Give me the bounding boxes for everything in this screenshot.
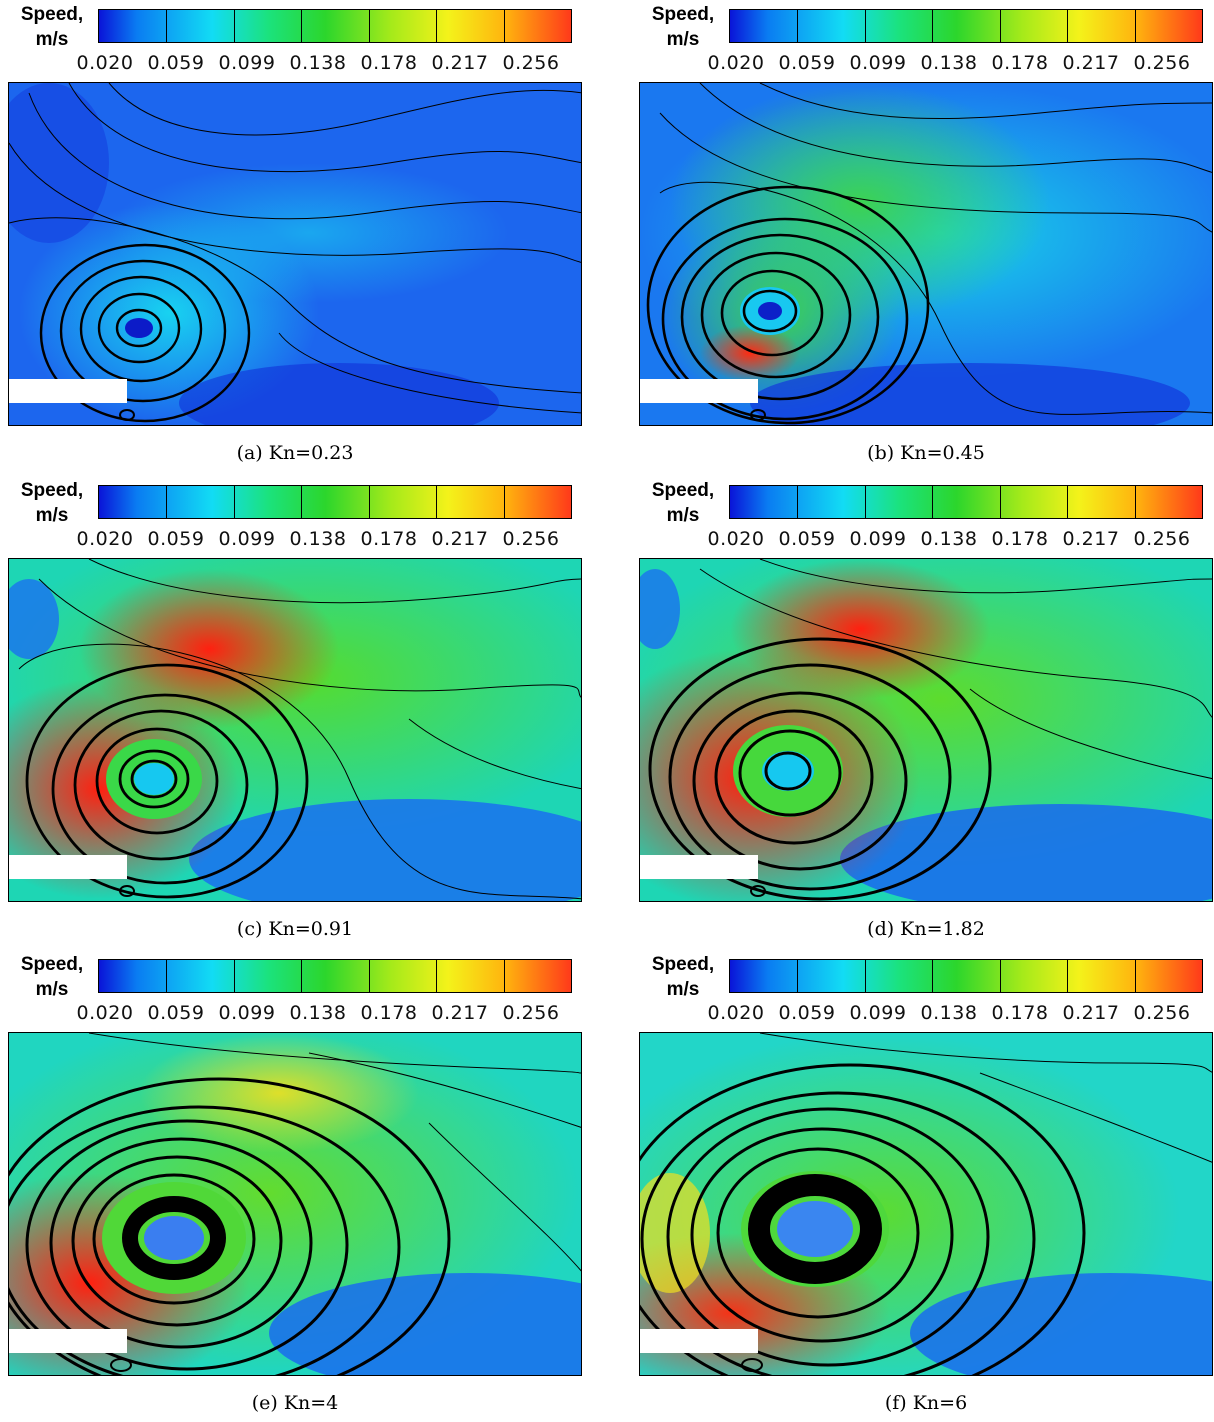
panel-caption: (c) Kn=0.91	[236, 918, 354, 940]
speed-field-plot	[639, 1032, 1213, 1376]
speed-field-plot	[8, 1032, 582, 1376]
colorbar-ticks: 0.020 0.059 0.099 0.138 0.178 0.217 0.25…	[70, 1002, 570, 1028]
colorbar-tick: 0.099	[218, 1002, 276, 1024]
colorbar-tick: 0.099	[849, 528, 907, 550]
colorbar-tick: 0.059	[778, 52, 836, 74]
panel-caption: (f) Kn=6	[884, 1392, 968, 1414]
colorbar-tick: 0.217	[431, 1002, 489, 1024]
panel-caption: (a) Kn=0.23	[236, 442, 354, 464]
colorbar-tick: 0.059	[147, 52, 205, 74]
colorbar-ticks: 0.020 0.059 0.099 0.138 0.178 0.217 0.25…	[701, 52, 1201, 78]
colorbar-tick: 0.138	[289, 1002, 347, 1024]
colorbar-tick: 0.020	[707, 1002, 765, 1024]
colorbar-tick: 0.138	[289, 528, 347, 550]
colorbar-tick: 0.059	[147, 1002, 205, 1024]
colorbar-tick: 0.178	[360, 52, 418, 74]
colorbar-tick: 0.138	[289, 52, 347, 74]
colorbar	[729, 485, 1203, 519]
colorbar-title: Speed, m/s	[651, 480, 715, 526]
colorbar-tick: 0.217	[1062, 1002, 1120, 1024]
colorbar-ticks: 0.020 0.059 0.099 0.138 0.178 0.217 0.25…	[70, 528, 570, 554]
colorbar-title: Speed, m/s	[651, 4, 715, 50]
colorbar-tick: 0.256	[1133, 528, 1191, 550]
colorbar-tick: 0.059	[147, 528, 205, 550]
colorbar-tick: 0.178	[991, 52, 1049, 74]
colorbar-title: Speed, m/s	[20, 954, 84, 1000]
colorbar	[729, 9, 1203, 43]
panel-e: Speed, m/s 0.020 0.059 0.099 0.138 0.178…	[8, 952, 608, 1422]
colorbar-tick: 0.020	[76, 1002, 134, 1024]
panel-a: Speed, m/s 0.020 0.059 0.099 0.138 0.178…	[8, 2, 608, 472]
colorbar	[729, 959, 1203, 993]
colorbar-tick: 0.138	[920, 1002, 978, 1024]
panel-d: Speed, m/s 0.020 0.059 0.099 0.138 0.178…	[639, 478, 1214, 948]
colorbar-tick: 0.020	[707, 52, 765, 74]
colorbar-tick: 0.256	[502, 1002, 560, 1024]
colorbar-ticks: 0.020 0.059 0.099 0.138 0.178 0.217 0.25…	[701, 1002, 1201, 1028]
panel-c: Speed, m/s 0.020 0.059 0.099 0.138 0.178…	[8, 478, 608, 948]
colorbar	[98, 9, 572, 43]
colorbar-ticks: 0.020 0.059 0.099 0.138 0.178 0.217 0.25…	[70, 52, 570, 78]
speed-field-plot	[8, 82, 582, 426]
panel-f: Speed, m/s 0.020 0.059 0.099 0.138 0.178…	[639, 952, 1214, 1422]
panel-b: Speed, m/s 0.020 0.059 0.099 0.138 0.178…	[639, 2, 1214, 472]
colorbar-tick: 0.099	[218, 528, 276, 550]
colorbar-tick: 0.256	[502, 528, 560, 550]
colorbar-tick: 0.178	[360, 1002, 418, 1024]
panel-caption: (d) Kn=1.82	[867, 918, 985, 940]
panel-caption: (e) Kn=4	[251, 1392, 339, 1414]
colorbar-tick: 0.178	[991, 1002, 1049, 1024]
speed-field-plot	[639, 82, 1213, 426]
speed-field-plot	[639, 558, 1213, 902]
colorbar-ticks: 0.020 0.059 0.099 0.138 0.178 0.217 0.25…	[701, 528, 1201, 554]
colorbar-tick: 0.178	[991, 528, 1049, 550]
colorbar-title: Speed, m/s	[20, 4, 84, 50]
colorbar-title: Speed, m/s	[20, 480, 84, 526]
colorbar-tick: 0.099	[849, 1002, 907, 1024]
colorbar-tick: 0.178	[360, 528, 418, 550]
colorbar-tick: 0.020	[76, 52, 134, 74]
colorbar-tick: 0.099	[218, 52, 276, 74]
colorbar-tick: 0.059	[778, 528, 836, 550]
colorbar-tick: 0.138	[920, 528, 978, 550]
colorbar-tick: 0.217	[431, 52, 489, 74]
colorbar	[98, 485, 572, 519]
colorbar-tick: 0.217	[1062, 528, 1120, 550]
colorbar-tick: 0.059	[778, 1002, 836, 1024]
panel-caption: (b) Kn=0.45	[867, 442, 985, 464]
colorbar-tick: 0.099	[849, 52, 907, 74]
colorbar-tick: 0.020	[76, 528, 134, 550]
colorbar-tick: 0.256	[1133, 1002, 1191, 1024]
colorbar-tick: 0.020	[707, 528, 765, 550]
colorbar-title: Speed, m/s	[651, 954, 715, 1000]
colorbar-tick: 0.217	[1062, 52, 1120, 74]
colorbar-tick: 0.217	[431, 528, 489, 550]
colorbar-tick: 0.138	[920, 52, 978, 74]
colorbar	[98, 959, 572, 993]
colorbar-tick: 0.256	[1133, 52, 1191, 74]
speed-field-plot	[8, 558, 582, 902]
colorbar-tick: 0.256	[502, 52, 560, 74]
